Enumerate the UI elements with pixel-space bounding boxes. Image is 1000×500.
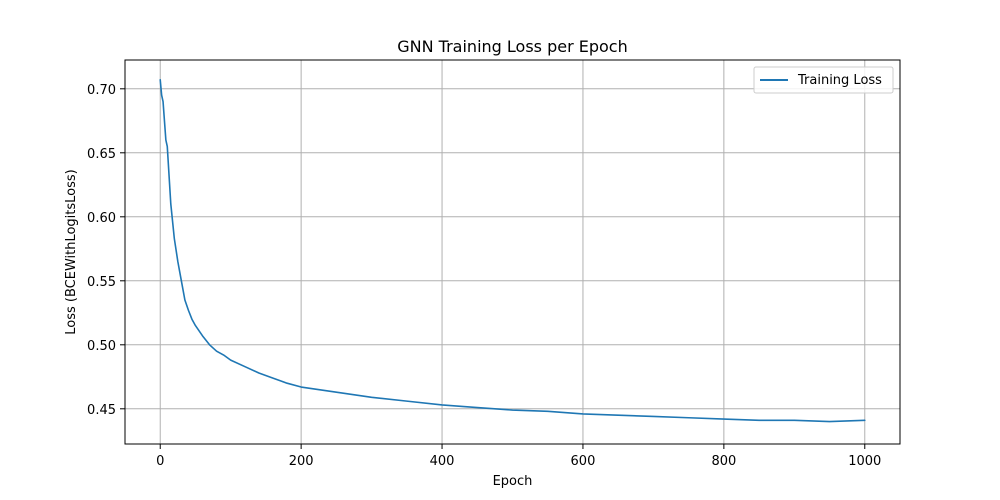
ticks-layer: 0 200 400 600 800 1000 0.45 0.50 0.55 0.60 0.65 0.7… [87, 83, 881, 469]
y-tick-label: 0.60 [87, 211, 116, 226]
y-tick-label: 0.45 [87, 403, 116, 418]
x-tick-label: 0 [156, 454, 164, 469]
x-tick-label: 800 [711, 454, 736, 469]
y-axis-label: Loss (BCEWithLogitsLoss) [64, 169, 79, 335]
y-tick-label: 0.70 [87, 83, 116, 98]
x-tick-label: 200 [289, 454, 314, 469]
y-tick-label: 0.65 [87, 147, 116, 162]
series-line-training-loss [159, 79, 866, 423]
legend-label-training-loss: Training Loss [797, 73, 882, 88]
x-tick-label: 400 [430, 454, 455, 469]
legend: Training Loss [753, 66, 894, 94]
x-tick-label: 1000 [848, 454, 881, 469]
x-axis-label: Epoch [493, 474, 533, 489]
plot-frame [124, 59, 901, 445]
x-tick-label: 600 [571, 454, 596, 469]
chart-title: GNN Training Loss per Epoch [397, 37, 627, 56]
y-tick-label: 0.50 [87, 339, 116, 354]
y-tick-label: 0.55 [87, 275, 116, 290]
series-layer [159, 79, 866, 423]
grid-layer [125, 60, 900, 444]
legend-box [753, 66, 894, 94]
